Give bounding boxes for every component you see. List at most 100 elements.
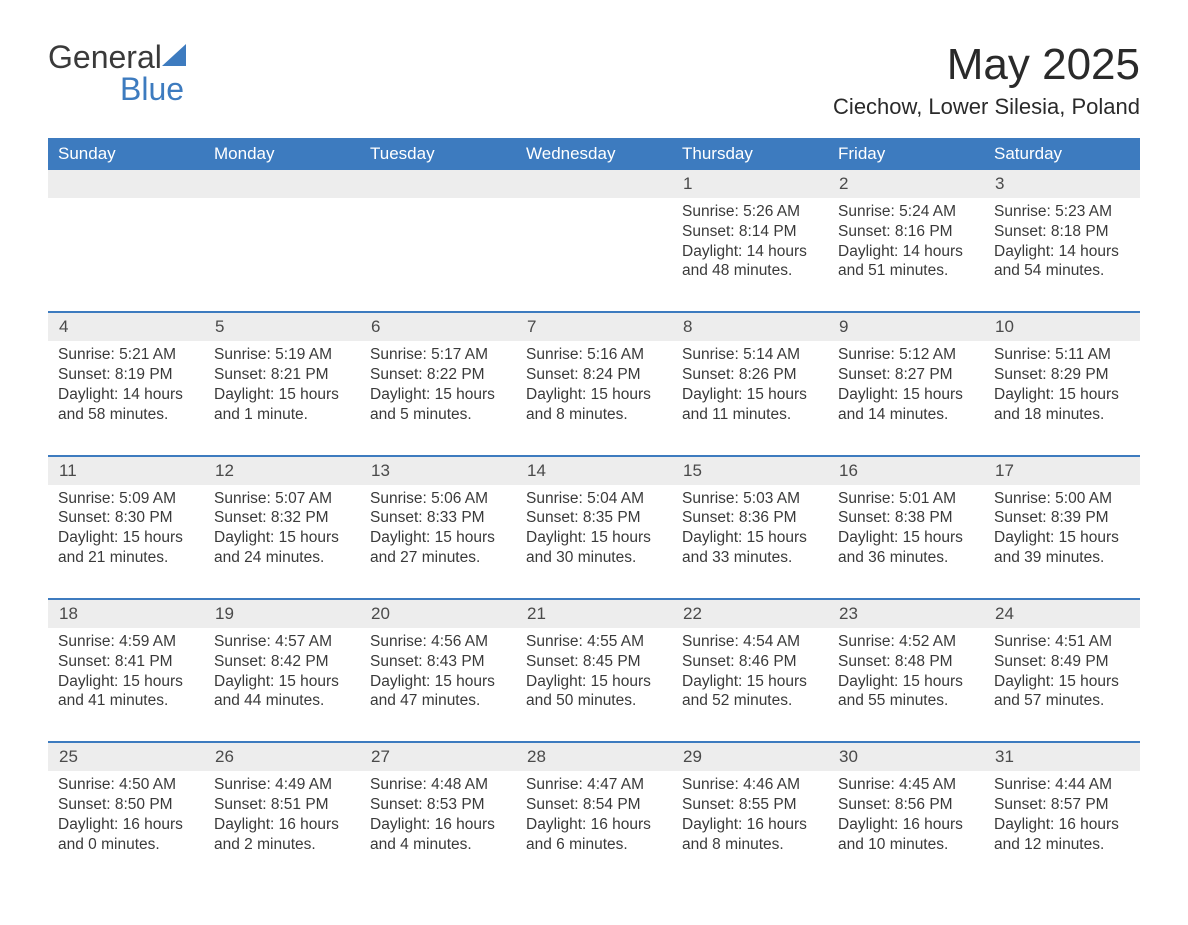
daylight-line: Daylight: 15 hours and 47 minutes. — [370, 672, 506, 712]
weekday-header: Sunday — [48, 138, 204, 170]
daylight-line: Daylight: 16 hours and 2 minutes. — [214, 815, 350, 855]
weekday-header-row: Sunday Monday Tuesday Wednesday Thursday… — [48, 138, 1140, 170]
week-row: Sunrise: 4:50 AMSunset: 8:50 PMDaylight:… — [48, 771, 1140, 884]
brand-logo: General Blue — [48, 40, 190, 105]
sunrise-line: Sunrise: 4:56 AM — [370, 632, 506, 652]
sunrise-line: Sunrise: 4:52 AM — [838, 632, 974, 652]
sunset-line: Sunset: 8:19 PM — [58, 365, 194, 385]
daylight-line: Daylight: 16 hours and 0 minutes. — [58, 815, 194, 855]
daylight-line: Daylight: 15 hours and 36 minutes. — [838, 528, 974, 568]
sunrise-line: Sunrise: 5:16 AM — [526, 345, 662, 365]
sunset-line: Sunset: 8:45 PM — [526, 652, 662, 672]
day-number: 24 — [985, 601, 1139, 627]
day-number: 18 — [49, 601, 203, 627]
daynum-row: 123 — [48, 170, 1140, 198]
empty-daynum — [205, 181, 359, 187]
sunset-line: Sunset: 8:29 PM — [994, 365, 1130, 385]
daylight-line: Daylight: 15 hours and 18 minutes. — [994, 385, 1130, 425]
day-cell: Sunrise: 5:24 AMSunset: 8:16 PMDaylight:… — [828, 198, 984, 311]
day-number: 27 — [361, 744, 515, 770]
day-number: 31 — [985, 744, 1139, 770]
day-cell: Sunrise: 4:56 AMSunset: 8:43 PMDaylight:… — [360, 628, 516, 741]
day-cell: Sunrise: 4:50 AMSunset: 8:50 PMDaylight:… — [48, 771, 204, 884]
sunrise-line: Sunrise: 4:59 AM — [58, 632, 194, 652]
sunrise-line: Sunrise: 5:03 AM — [682, 489, 818, 509]
sunrise-line: Sunrise: 5:09 AM — [58, 489, 194, 509]
sunset-line: Sunset: 8:51 PM — [214, 795, 350, 815]
daylight-line: Daylight: 15 hours and 50 minutes. — [526, 672, 662, 712]
sunrise-line: Sunrise: 5:19 AM — [214, 345, 350, 365]
title-block: May 2025 Ciechow, Lower Silesia, Poland — [833, 40, 1140, 120]
daylight-line: Daylight: 14 hours and 51 minutes. — [838, 242, 974, 282]
day-cell: Sunrise: 4:54 AMSunset: 8:46 PMDaylight:… — [672, 628, 828, 741]
empty-cell — [48, 198, 204, 294]
day-number: 3 — [985, 171, 1139, 197]
sunrise-line: Sunrise: 4:51 AM — [994, 632, 1130, 652]
day-number: 5 — [205, 314, 359, 340]
location: Ciechow, Lower Silesia, Poland — [833, 94, 1140, 120]
day-number: 15 — [673, 458, 827, 484]
daynum-row: 25262728293031 — [48, 742, 1140, 771]
day-cell: Sunrise: 5:03 AMSunset: 8:36 PMDaylight:… — [672, 485, 828, 598]
calendar-body: 123Sunrise: 5:26 AMSunset: 8:14 PMDaylig… — [48, 170, 1140, 885]
sunrise-line: Sunrise: 5:24 AM — [838, 202, 974, 222]
day-cell: Sunrise: 4:47 AMSunset: 8:54 PMDaylight:… — [516, 771, 672, 884]
daylight-line: Daylight: 15 hours and 14 minutes. — [838, 385, 974, 425]
sunrise-line: Sunrise: 4:48 AM — [370, 775, 506, 795]
day-cell: Sunrise: 4:46 AMSunset: 8:55 PMDaylight:… — [672, 771, 828, 884]
header: General Blue May 2025 Ciechow, Lower Sil… — [48, 40, 1140, 120]
day-number: 21 — [517, 601, 671, 627]
weekday-header: Tuesday — [360, 138, 516, 170]
sunset-line: Sunset: 8:26 PM — [682, 365, 818, 385]
empty-cell — [204, 198, 360, 294]
day-number: 19 — [205, 601, 359, 627]
daylight-line: Daylight: 15 hours and 33 minutes. — [682, 528, 818, 568]
day-cell: Sunrise: 5:16 AMSunset: 8:24 PMDaylight:… — [516, 341, 672, 454]
calendar-page: General Blue May 2025 Ciechow, Lower Sil… — [0, 0, 1188, 925]
day-cell: Sunrise: 4:55 AMSunset: 8:45 PMDaylight:… — [516, 628, 672, 741]
sunset-line: Sunset: 8:35 PM — [526, 508, 662, 528]
daylight-line: Daylight: 16 hours and 8 minutes. — [682, 815, 818, 855]
sunset-line: Sunset: 8:32 PM — [214, 508, 350, 528]
daylight-line: Daylight: 16 hours and 4 minutes. — [370, 815, 506, 855]
daylight-line: Daylight: 16 hours and 6 minutes. — [526, 815, 662, 855]
day-cell: Sunrise: 5:07 AMSunset: 8:32 PMDaylight:… — [204, 485, 360, 598]
day-number: 25 — [49, 744, 203, 770]
week-row: Sunrise: 5:21 AMSunset: 8:19 PMDaylight:… — [48, 341, 1140, 455]
day-number: 17 — [985, 458, 1139, 484]
sunset-line: Sunset: 8:33 PM — [370, 508, 506, 528]
sunrise-line: Sunrise: 5:00 AM — [994, 489, 1130, 509]
week-row: Sunrise: 4:59 AMSunset: 8:41 PMDaylight:… — [48, 628, 1140, 742]
daylight-line: Daylight: 15 hours and 39 minutes. — [994, 528, 1130, 568]
daylight-line: Daylight: 15 hours and 5 minutes. — [370, 385, 506, 425]
day-cell: Sunrise: 4:57 AMSunset: 8:42 PMDaylight:… — [204, 628, 360, 741]
week-row: Sunrise: 5:09 AMSunset: 8:30 PMDaylight:… — [48, 485, 1140, 599]
day-cell: Sunrise: 5:26 AMSunset: 8:14 PMDaylight:… — [672, 198, 828, 311]
day-number: 26 — [205, 744, 359, 770]
sunset-line: Sunset: 8:16 PM — [838, 222, 974, 242]
daylight-line: Daylight: 15 hours and 55 minutes. — [838, 672, 974, 712]
sunset-line: Sunset: 8:49 PM — [994, 652, 1130, 672]
sunset-line: Sunset: 8:27 PM — [838, 365, 974, 385]
daylight-line: Daylight: 15 hours and 44 minutes. — [214, 672, 350, 712]
sunset-line: Sunset: 8:38 PM — [838, 508, 974, 528]
weekday-header: Thursday — [672, 138, 828, 170]
day-cell: Sunrise: 5:04 AMSunset: 8:35 PMDaylight:… — [516, 485, 672, 598]
month-title: May 2025 — [833, 40, 1140, 90]
sunrise-line: Sunrise: 5:04 AM — [526, 489, 662, 509]
day-number: 22 — [673, 601, 827, 627]
sunrise-line: Sunrise: 4:50 AM — [58, 775, 194, 795]
empty-daynum — [361, 181, 515, 187]
sunrise-line: Sunrise: 4:49 AM — [214, 775, 350, 795]
day-number: 23 — [829, 601, 983, 627]
day-number: 11 — [49, 458, 203, 484]
weekday-header: Monday — [204, 138, 360, 170]
sail-icon — [162, 44, 190, 68]
daylight-line: Daylight: 14 hours and 54 minutes. — [994, 242, 1130, 282]
daylight-line: Daylight: 16 hours and 10 minutes. — [838, 815, 974, 855]
sunset-line: Sunset: 8:48 PM — [838, 652, 974, 672]
calendar-table: Sunday Monday Tuesday Wednesday Thursday… — [48, 138, 1140, 885]
sunrise-line: Sunrise: 4:54 AM — [682, 632, 818, 652]
sunset-line: Sunset: 8:54 PM — [526, 795, 662, 815]
day-cell: Sunrise: 5:09 AMSunset: 8:30 PMDaylight:… — [48, 485, 204, 598]
